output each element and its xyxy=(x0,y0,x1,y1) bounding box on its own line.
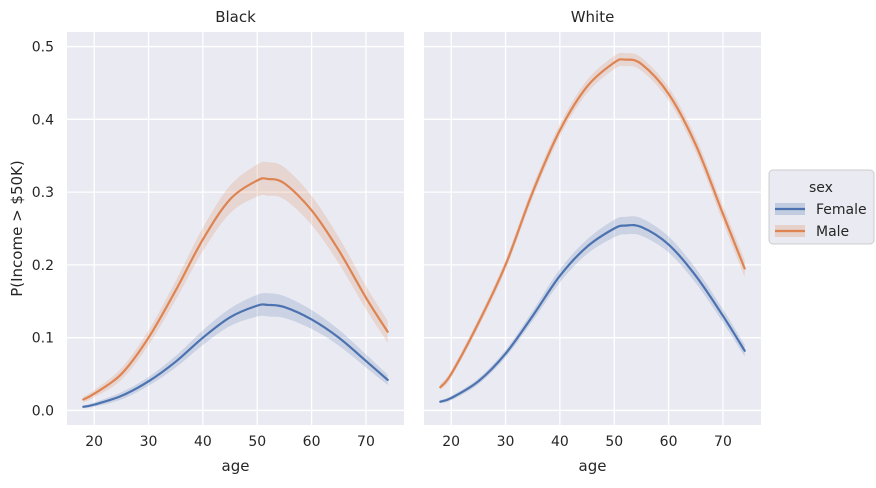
legend-entry-male: Male xyxy=(816,224,849,240)
legend-frame xyxy=(768,169,875,245)
y-tick-label: 0.0 xyxy=(32,403,54,419)
x-tick-label: 70 xyxy=(714,434,732,450)
ci-band-female xyxy=(440,216,745,404)
x-tick-label: 60 xyxy=(303,434,321,450)
y-axis-label: P(Income > $50K) xyxy=(8,160,26,297)
y-tick-label: 0.2 xyxy=(32,258,54,274)
ci-band-male xyxy=(83,161,388,403)
series-line-female xyxy=(82,303,389,408)
panel-background xyxy=(424,32,761,425)
y-tick-label: 0.3 xyxy=(32,185,54,201)
x-tick-label: 40 xyxy=(194,434,212,450)
facet-panel-black: Black 20 30 40 50 60 70 age 0.0 0.1 0.2 0.3 0.4 0.5 xyxy=(32,8,404,475)
facet-panel-white: White 20 30 40 50 60 70 age xyxy=(424,8,761,475)
y-tick-label: 0.1 xyxy=(32,331,54,347)
ci-band-female xyxy=(83,292,388,409)
x-axis-label: age xyxy=(579,457,607,475)
x-tick-label: 30 xyxy=(497,434,515,450)
x-tick-label: 70 xyxy=(357,434,375,450)
series-line-female xyxy=(439,223,746,403)
legend: sex Female Male xyxy=(768,169,875,245)
series-line-male xyxy=(439,58,746,389)
legend-title: sex xyxy=(809,180,833,196)
panel-title: Black xyxy=(215,8,256,26)
x-axis-label: age xyxy=(222,457,250,475)
series-line-male xyxy=(82,177,389,401)
x-tick-label: 60 xyxy=(660,434,678,450)
x-tick-label: 50 xyxy=(248,434,266,450)
y-tick-label: 0.5 xyxy=(32,40,54,56)
x-tick-label: 20 xyxy=(442,434,460,450)
x-tick-label: 30 xyxy=(140,434,158,450)
panel-background xyxy=(67,32,404,425)
panel-title: White xyxy=(571,8,615,26)
y-tick-label: 0.4 xyxy=(32,112,54,128)
x-tick-label: 20 xyxy=(85,434,103,450)
legend-entry-female: Female xyxy=(816,202,867,218)
x-tick-label: 40 xyxy=(551,434,569,450)
x-tick-label: 50 xyxy=(605,434,623,450)
